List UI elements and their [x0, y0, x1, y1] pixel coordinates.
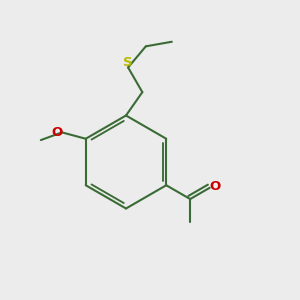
Text: O: O: [209, 180, 221, 193]
Text: S: S: [123, 56, 133, 69]
Text: O: O: [51, 126, 62, 139]
